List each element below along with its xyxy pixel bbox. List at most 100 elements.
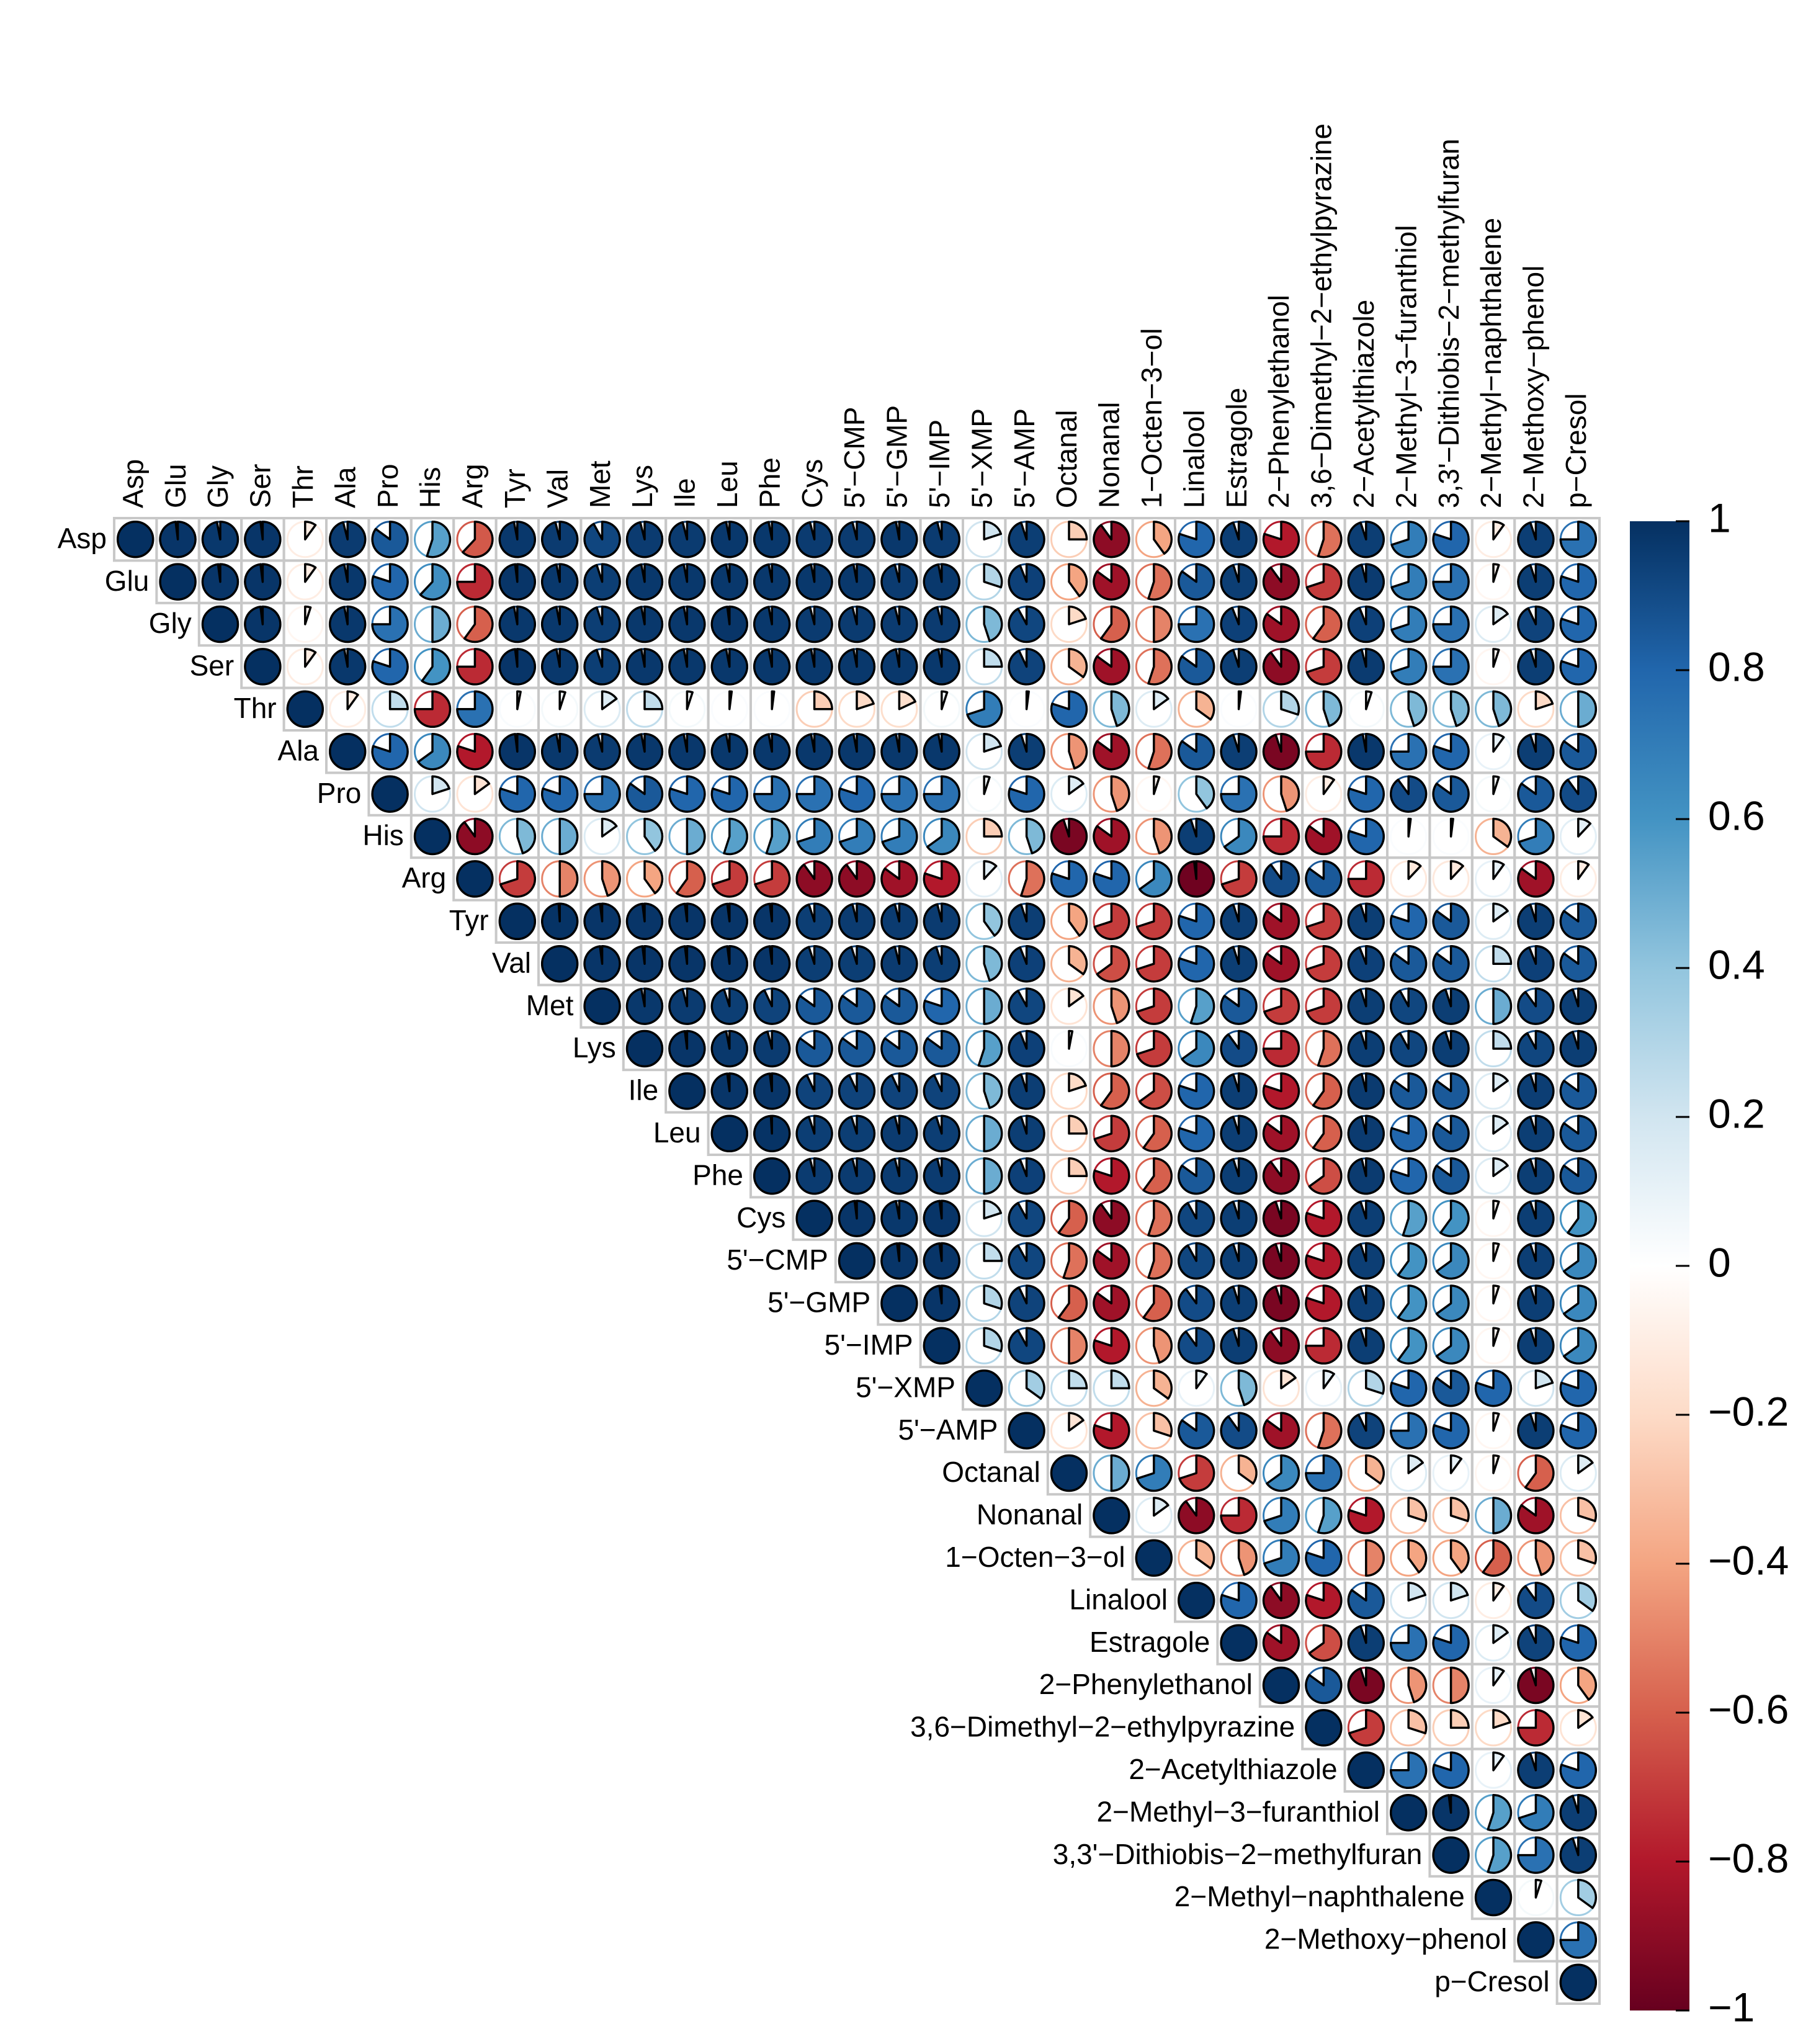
pie-18-21 <box>1008 1284 1045 1322</box>
pie-0-30 <box>1390 520 1428 558</box>
pie-16-18 <box>880 1199 918 1237</box>
pie-13-14 <box>710 1072 748 1110</box>
pie-0-14 <box>710 520 748 558</box>
pie-15-32 <box>1475 1157 1512 1195</box>
pie-22-28 <box>1305 1454 1343 1492</box>
pie-25-30 <box>1390 1581 1428 1620</box>
pie-34-34 <box>1559 1963 1598 2002</box>
pie-17-29 <box>1347 1242 1385 1280</box>
pie-11-32 <box>1475 987 1513 1025</box>
pie-17-30 <box>1390 1242 1428 1280</box>
pie-12-25 <box>1178 1029 1215 1068</box>
pie-25-25 <box>1177 1581 1215 1620</box>
pie-20-26 <box>1220 1369 1258 1407</box>
pie-9-23 <box>1093 902 1130 941</box>
pie-19-23 <box>1093 1327 1130 1365</box>
pie-12-22 <box>1050 1029 1088 1067</box>
colorbar-tick-label: 0 <box>1708 1239 1731 1285</box>
row-label-4: Thr <box>234 692 277 724</box>
pie-21-22 <box>1050 1412 1088 1450</box>
pie-32-34 <box>1559 1878 1598 1916</box>
row-label-5: Ala <box>278 734 320 766</box>
row-label-28: 3,6−Dimethyl−2−ethylpyrazine <box>910 1711 1295 1743</box>
pie-10-21 <box>1008 944 1045 983</box>
pie-17-34 <box>1559 1242 1597 1280</box>
pie-3-22 <box>1050 648 1088 686</box>
pie-8-23 <box>1093 860 1130 898</box>
pie-5-33 <box>1517 732 1555 771</box>
col-label-18: 5'−GMP <box>881 405 913 508</box>
pie-4-21 <box>1008 690 1045 728</box>
pie-5-29 <box>1347 732 1385 771</box>
pie-0-17 <box>838 520 876 558</box>
pie-2-6 <box>371 605 409 643</box>
pie-14-26 <box>1220 1114 1258 1152</box>
pie-4-13 <box>668 690 706 728</box>
pie-6-18 <box>880 775 918 813</box>
pie-1-10 <box>540 563 579 601</box>
pie-1-1 <box>159 563 197 601</box>
pie-1-30 <box>1390 563 1428 601</box>
row-label-6: Pro <box>317 777 362 809</box>
pie-5-5 <box>328 732 367 771</box>
pie-25-27 <box>1262 1581 1300 1620</box>
pie-10-26 <box>1220 944 1258 983</box>
pie-2-32 <box>1475 605 1512 643</box>
pie-27-32 <box>1475 1666 1512 1704</box>
pie-22-22 <box>1050 1454 1088 1492</box>
col-label-5: Ala <box>329 467 361 508</box>
pie-22-33 <box>1517 1454 1555 1492</box>
pie-15-23 <box>1093 1157 1130 1195</box>
pie-1-31 <box>1432 563 1470 601</box>
pie-24-32 <box>1475 1539 1513 1577</box>
pie-9-16 <box>795 902 833 940</box>
pie-8-33 <box>1517 860 1555 898</box>
pie-4-32 <box>1475 690 1513 728</box>
pie-0-32 <box>1475 520 1512 558</box>
pie-9-17 <box>838 902 876 941</box>
row-label-8: Arg <box>402 862 447 894</box>
pie-27-34 <box>1559 1666 1598 1704</box>
col-label-1: Glu <box>159 464 192 508</box>
pie-9-26 <box>1220 902 1258 940</box>
pie-25-31 <box>1432 1581 1470 1620</box>
pie-26-32 <box>1475 1624 1512 1662</box>
col-label-12: Lys <box>626 465 658 508</box>
pie-15-33 <box>1517 1157 1555 1195</box>
pie-19-21 <box>1008 1327 1045 1365</box>
row-label-29: 2−Acetylthiazole <box>1129 1753 1337 1785</box>
pie-10-14 <box>710 944 748 983</box>
pie-0-26 <box>1220 520 1258 558</box>
pie-1-32 <box>1475 563 1512 601</box>
pie-20-25 <box>1178 1369 1215 1407</box>
pie-18-19 <box>923 1284 960 1322</box>
pie-3-20 <box>965 648 1003 686</box>
pie-0-2 <box>201 520 239 558</box>
pie-2-16 <box>795 605 833 643</box>
row-label-22: Octanal <box>942 1456 1040 1488</box>
col-label-24: 1−Octen−3−ol <box>1135 328 1168 508</box>
pie-10-29 <box>1347 944 1385 983</box>
pie-16-24 <box>1135 1199 1173 1237</box>
pie-3-18 <box>880 648 918 686</box>
col-label-28: 3,6−Dimethyl−2−ethylpyrazine <box>1305 123 1338 508</box>
pie-11-29 <box>1347 987 1385 1025</box>
pie-1-12 <box>625 563 664 601</box>
pie-2-10 <box>540 605 579 643</box>
pie-6-13 <box>668 775 706 813</box>
pie-5-20 <box>965 732 1003 771</box>
pie-3-33 <box>1517 648 1555 686</box>
pie-6-30 <box>1389 775 1428 813</box>
pie-2-28 <box>1305 605 1343 643</box>
pie-14-27 <box>1262 1114 1300 1152</box>
pie-18-33 <box>1517 1284 1555 1322</box>
row-label-23: Nonanal <box>977 1499 1083 1531</box>
pie-7-20 <box>965 817 1003 855</box>
row-label-20: 5'−XMP <box>856 1371 955 1403</box>
pie-7-9 <box>498 817 537 855</box>
pie-12-13 <box>668 1029 706 1068</box>
pie-2-14 <box>710 605 748 643</box>
pie-22-29 <box>1347 1454 1385 1492</box>
pie-2-27 <box>1262 605 1300 643</box>
pie-5-22 <box>1050 732 1088 771</box>
